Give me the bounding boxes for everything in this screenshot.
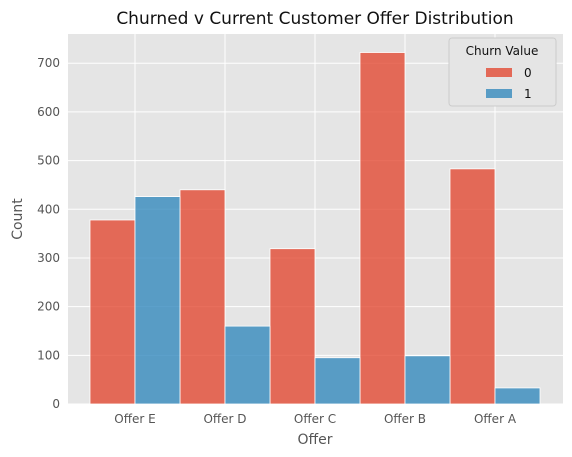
bar-offer-c-churn-0 — [269, 248, 316, 405]
y-tick-label: 500 — [37, 154, 60, 168]
y-tick-label: 700 — [37, 56, 60, 70]
x-tick-label: Offer B — [384, 412, 426, 426]
bar-offer-e-churn-0 — [89, 219, 136, 405]
chart-title: Churned v Current Customer Offer Distrib… — [116, 9, 513, 29]
bar-offer-b-churn-1 — [404, 355, 451, 405]
legend-swatch-0 — [486, 68, 512, 77]
x-tick-label: Offer A — [474, 412, 517, 426]
y-tick-label: 400 — [37, 202, 60, 216]
y-tick-label: 0 — [52, 397, 60, 411]
bar-offer-a-churn-1 — [494, 387, 541, 405]
y-tick-label: 300 — [37, 251, 60, 265]
x-axis-label: Offer — [297, 432, 332, 448]
bar-offer-d-churn-0 — [179, 189, 226, 405]
x-tick-label: Offer C — [294, 412, 336, 426]
legend-entry-1: 1 — [524, 87, 532, 101]
y-tick-label: 100 — [37, 348, 60, 362]
bar-offer-d-churn-1 — [224, 325, 271, 405]
legend-swatch-1 — [486, 89, 512, 98]
bar-offer-b-churn-0 — [359, 52, 406, 405]
x-ticks: Offer E Offer D Offer C Offer B Offer A — [114, 412, 517, 426]
bar-offer-a-churn-0 — [449, 168, 496, 405]
x-tick-label: Offer D — [203, 412, 246, 426]
legend: Churn Value 0 1 — [448, 37, 557, 107]
legend-title: Churn Value — [466, 44, 539, 58]
x-tick-label: Offer E — [114, 412, 155, 426]
bar-offer-c-churn-1 — [314, 357, 361, 405]
y-tick-label: 200 — [37, 300, 60, 314]
bar-offer-e-churn-1 — [134, 196, 181, 405]
y-axis-label: Count — [10, 198, 26, 240]
y-tick-label: 600 — [37, 105, 60, 119]
legend-entry-0: 0 — [524, 66, 532, 80]
bars — [89, 52, 541, 405]
y-ticks: 0 100 200 300 400 500 600 700 — [37, 56, 60, 411]
